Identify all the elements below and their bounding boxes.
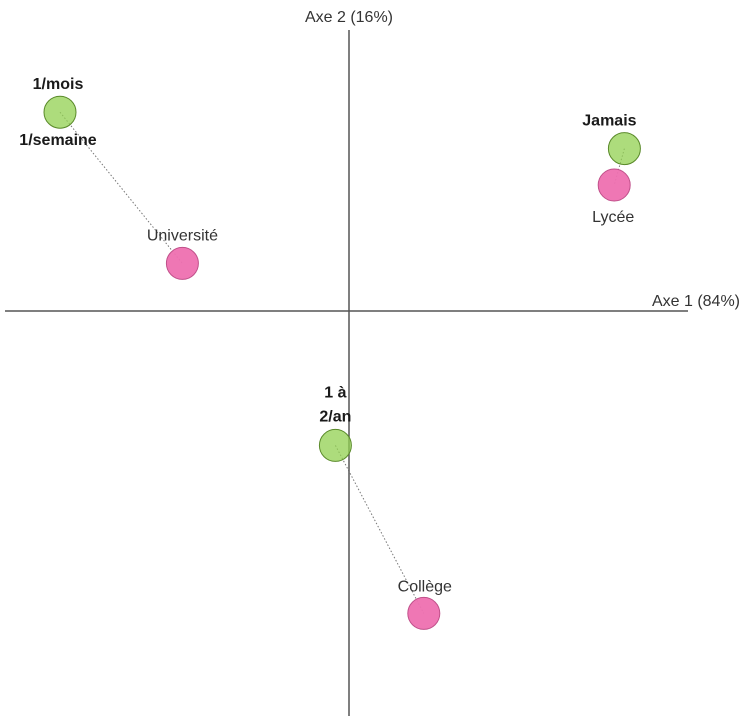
x-axis-title: Axe 1 (84%) bbox=[652, 293, 740, 310]
data-point bbox=[318, 428, 352, 462]
point-label: 1/mois bbox=[33, 76, 84, 93]
point-label: 1 à bbox=[324, 384, 346, 401]
link-line bbox=[59, 111, 183, 264]
point-label: Jamais bbox=[582, 113, 636, 130]
point-label: Collège bbox=[398, 578, 452, 595]
data-point bbox=[407, 596, 441, 630]
link-lines bbox=[59, 111, 625, 614]
data-point bbox=[607, 132, 641, 166]
y-axis-title: Axe 2 (16%) bbox=[305, 9, 393, 26]
point-label: Université bbox=[147, 227, 218, 244]
point-labels: 1/mois 1/semaine Jamais 1 à 2/an Université Ly… bbox=[19, 76, 636, 595]
point-label: Lycée bbox=[592, 209, 634, 226]
data-point bbox=[597, 168, 631, 202]
data-point bbox=[43, 95, 77, 129]
data-points bbox=[43, 95, 641, 630]
point-label: 1/semaine bbox=[19, 132, 96, 149]
data-point bbox=[165, 246, 199, 280]
point-label: 2/an bbox=[319, 408, 351, 425]
link-line bbox=[334, 445, 425, 614]
